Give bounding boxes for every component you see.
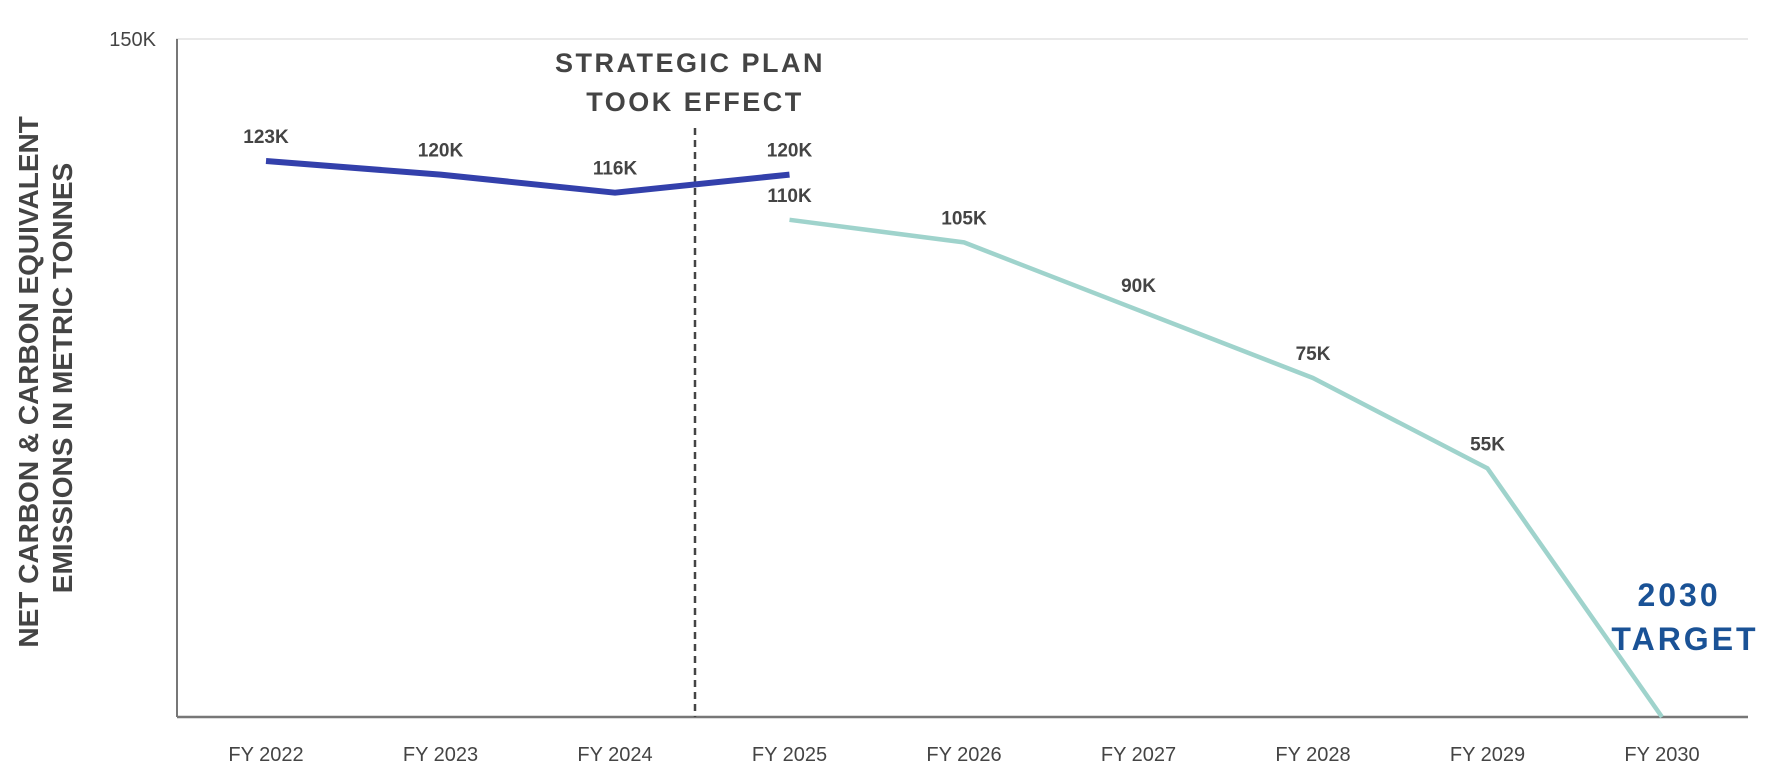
- x-tick-fy-2030: FY 2030: [1624, 744, 1699, 766]
- series-layer: [265, 158, 1664, 719]
- strategic-plan-line-2: TOOK EFFECT: [586, 87, 804, 117]
- y-axis-title-line-1: NET CARBON & CARBON EQUIVALENT: [13, 116, 44, 647]
- data-label-layer: 123K 120K 116K 120K 110K 105K 90K 75K 55K: [243, 127, 1505, 455]
- series-line-1: [265, 158, 790, 196]
- series-line-2: [789, 217, 1664, 719]
- y-axis-title: NET CARBON & CARBON EQUIVALENT EMISSIONS…: [13, 108, 78, 647]
- x-tick-fy-2022: FY 2022: [228, 744, 303, 766]
- data-label-s2-fy-2027: 90K: [1121, 276, 1156, 297]
- x-tick-fy-2027: FY 2027: [1101, 744, 1176, 766]
- y-tick-label-top: 150K: [109, 29, 156, 51]
- x-tick-fy-2029: FY 2029: [1450, 744, 1525, 766]
- data-label-s2-fy-2026: 105K: [941, 208, 987, 229]
- data-label-s2-fy-2028: 75K: [1296, 344, 1331, 365]
- target-annotation: 2030 TARGET: [1611, 577, 1758, 657]
- target-line-2: TARGET: [1611, 621, 1758, 657]
- x-tick-fy-2026: FY 2026: [926, 744, 1001, 766]
- x-tick-fy-2025: FY 2025: [752, 744, 827, 766]
- data-label-s1-fy-2024: 116K: [593, 159, 638, 180]
- data-label-s1-fy-2023: 120K: [418, 141, 464, 162]
- data-label-s1-fy-2025: 120K: [767, 141, 813, 162]
- x-tick-fy-2023: FY 2023: [403, 744, 478, 766]
- strategic-plan-line-1: STRATEGIC PLAN: [555, 48, 825, 78]
- y-axis-title-line-2: EMISSIONS IN METRIC TONNES: [47, 163, 78, 593]
- target-line-1: 2030: [1637, 577, 1720, 613]
- x-tick-fy-2028: FY 2028: [1275, 744, 1350, 766]
- x-tick-fy-2024: FY 2024: [577, 744, 652, 766]
- data-label-s2-fy-2029: 55K: [1470, 434, 1505, 455]
- data-label-s2-fy-2025: 110K: [767, 186, 812, 207]
- strategic-plan-annotation: STRATEGIC PLAN TOOK EFFECT: [555, 48, 835, 117]
- data-label-s1-fy-2022: 123K: [243, 127, 289, 148]
- x-tick-labels: FY 2022 FY 2023 FY 2024 FY 2025 FY 2026 FY 20…: [228, 744, 1699, 766]
